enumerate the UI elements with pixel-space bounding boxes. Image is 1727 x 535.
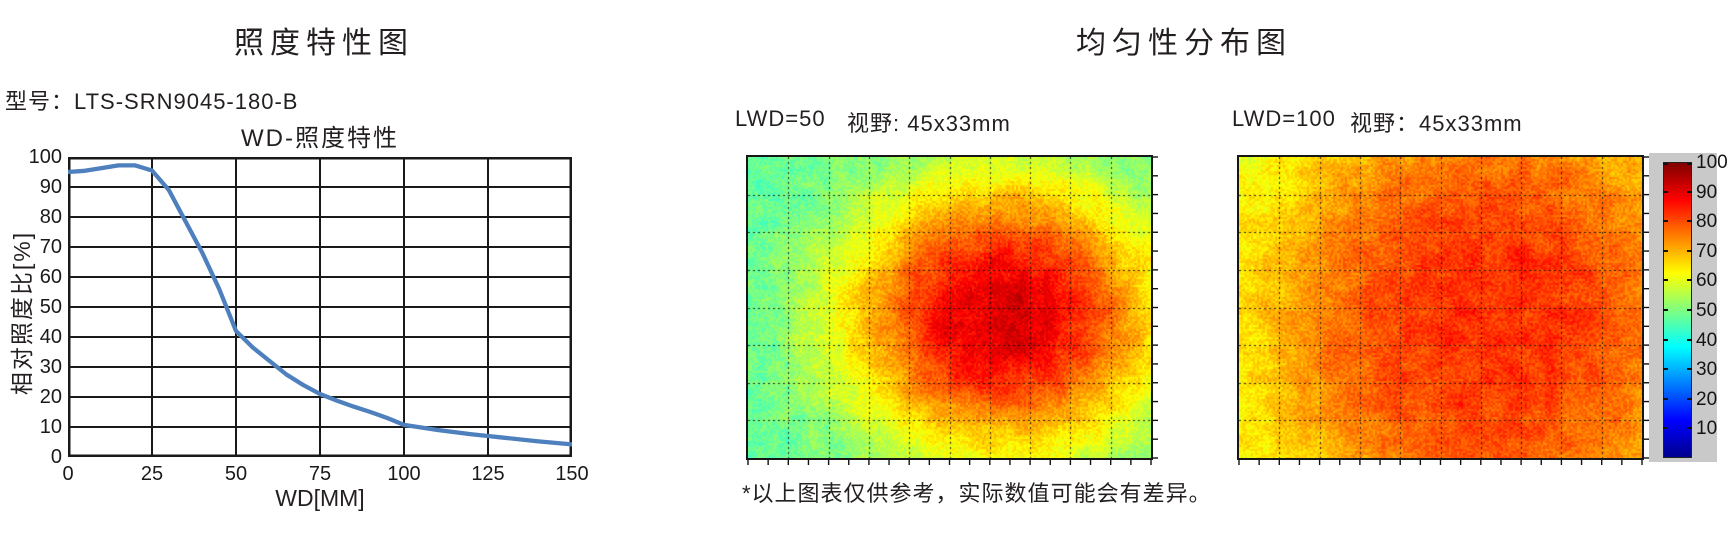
colorbar-tick-mark — [1663, 220, 1668, 223]
colorbar-tick-mark — [1663, 338, 1668, 341]
colorbar-tick-mark — [1687, 309, 1692, 311]
y-tick-label: 40 — [39, 326, 62, 348]
colorbar-tick-label: 10 — [1696, 418, 1718, 440]
colorbar-tick-mark — [1663, 163, 1668, 165]
heatmap1-fov-label: 视野: 45x33mm — [847, 111, 1011, 136]
colorbar-tick-mark — [1663, 427, 1668, 430]
illuminance-curve — [68, 163, 572, 447]
colorbar-tick-mark — [1663, 309, 1668, 311]
y-tick-label: 20 — [39, 386, 62, 408]
y-tick-label: 70 — [39, 236, 62, 258]
colorbar-tick-label: 40 — [1696, 329, 1718, 351]
heatmap-lwd100 — [1237, 155, 1649, 465]
colorbar-tick-mark — [1663, 368, 1668, 371]
colorbar-tick-mark — [1687, 190, 1692, 193]
heatmap-lwd50 — [746, 155, 1158, 465]
x-tick-label: 125 — [471, 463, 505, 485]
disclaimer-footnote: *以上图表仅供参考，实际数值可能会有差异。 — [742, 481, 1212, 506]
y-tick-label: 60 — [39, 266, 62, 288]
heatmap-lwd50-canvas — [748, 157, 1151, 458]
colorbar-tick-mark — [1687, 163, 1692, 165]
y-tick-label: 50 — [39, 296, 62, 318]
heatmap-lwd100-canvas — [1239, 157, 1642, 458]
wd-chart-title: WD-照度特性 — [241, 125, 399, 152]
colorbar-tick-label: 20 — [1696, 388, 1718, 410]
colorbar-tick-mark — [1687, 279, 1692, 282]
x-tick-label: 150 — [555, 463, 589, 485]
colorbar-tick-label: 60 — [1696, 270, 1718, 292]
heatmap2-lwd-label: LWD=100 — [1232, 106, 1336, 131]
colorbar-tick-mark — [1663, 279, 1668, 282]
colorbar-tick-mark — [1687, 427, 1692, 430]
x-tick-label: 25 — [140, 463, 164, 485]
right-section-title: 均匀性分布图 — [1076, 27, 1292, 60]
colorbar-tick-label: 70 — [1696, 240, 1718, 262]
x-tick-label: 75 — [308, 463, 332, 485]
y-tick-label: 80 — [39, 206, 62, 228]
colorbar-tick-label: 90 — [1696, 181, 1718, 203]
heatmap-lwd50-ticks — [747, 156, 1158, 465]
colorbar-tick-mark — [1663, 397, 1668, 400]
y-tick-label: 10 — [39, 416, 62, 438]
colorbar-tick-mark — [1687, 338, 1692, 341]
x-tick-label: 50 — [224, 463, 248, 485]
colorbar-tick-mark — [1687, 220, 1692, 223]
colorbar-tick-mark — [1687, 249, 1692, 252]
y-axis-label: 相对照度比[%] — [9, 230, 35, 396]
colorbar-tick-mark — [1687, 397, 1692, 400]
y-tick-label: 0 — [50, 446, 62, 468]
plot-border — [68, 157, 572, 457]
colorbar-tick-mark — [1687, 368, 1692, 371]
x-axis-label: WD[MM] — [275, 485, 365, 511]
colorbar-tick-label: 50 — [1696, 300, 1718, 321]
heatmap1-lwd-label: LWD=50 — [735, 106, 826, 131]
heatmap2-fov-label: 视野：45x33mm — [1350, 111, 1523, 136]
colorbar-tick-label: 80 — [1696, 211, 1718, 233]
y-tick-label: 30 — [39, 356, 62, 378]
colorbar-tick-mark — [1663, 249, 1668, 252]
y-tick-label: 100 — [28, 146, 62, 168]
y-tick-label: 90 — [39, 176, 62, 198]
colorbar-tick-label: 100 — [1696, 152, 1727, 173]
colorbar-tick-label: 30 — [1696, 359, 1718, 381]
colorbar-tick-mark — [1663, 190, 1668, 193]
x-tick-label: 100 — [387, 463, 421, 485]
model-label: 型号：LTS-SRN9045-180-B — [5, 89, 299, 114]
left-section-title: 照度特性图 — [234, 27, 414, 60]
x-tick-label: 0 — [62, 463, 74, 485]
heatmap-lwd100-ticks — [1238, 156, 1649, 465]
wd-line-chart — [68, 157, 572, 457]
